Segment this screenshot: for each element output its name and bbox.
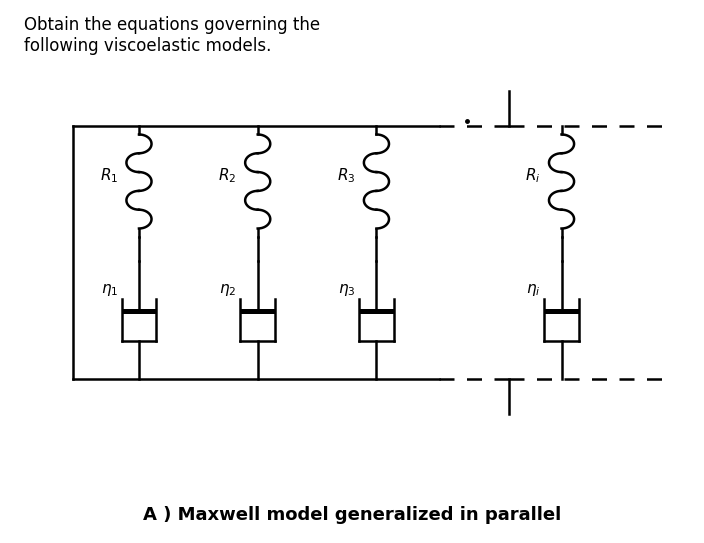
Text: R$_1$: R$_1$ [99, 167, 118, 186]
Text: R$_3$: R$_3$ [337, 167, 356, 186]
Text: Obtain the equations governing the
following viscoelastic models.: Obtain the equations governing the follo… [24, 16, 320, 55]
Text: $\eta_1$: $\eta_1$ [101, 282, 118, 298]
Text: $\eta_3$: $\eta_3$ [338, 282, 356, 298]
Text: R$_i$: R$_i$ [525, 167, 541, 186]
Text: $\eta_2$: $\eta_2$ [220, 282, 237, 298]
Text: A ) Maxwell model generalized in parallel: A ) Maxwell model generalized in paralle… [143, 506, 561, 524]
Text: R$_2$: R$_2$ [218, 167, 237, 186]
Text: $\eta_i$: $\eta_i$ [526, 282, 541, 298]
